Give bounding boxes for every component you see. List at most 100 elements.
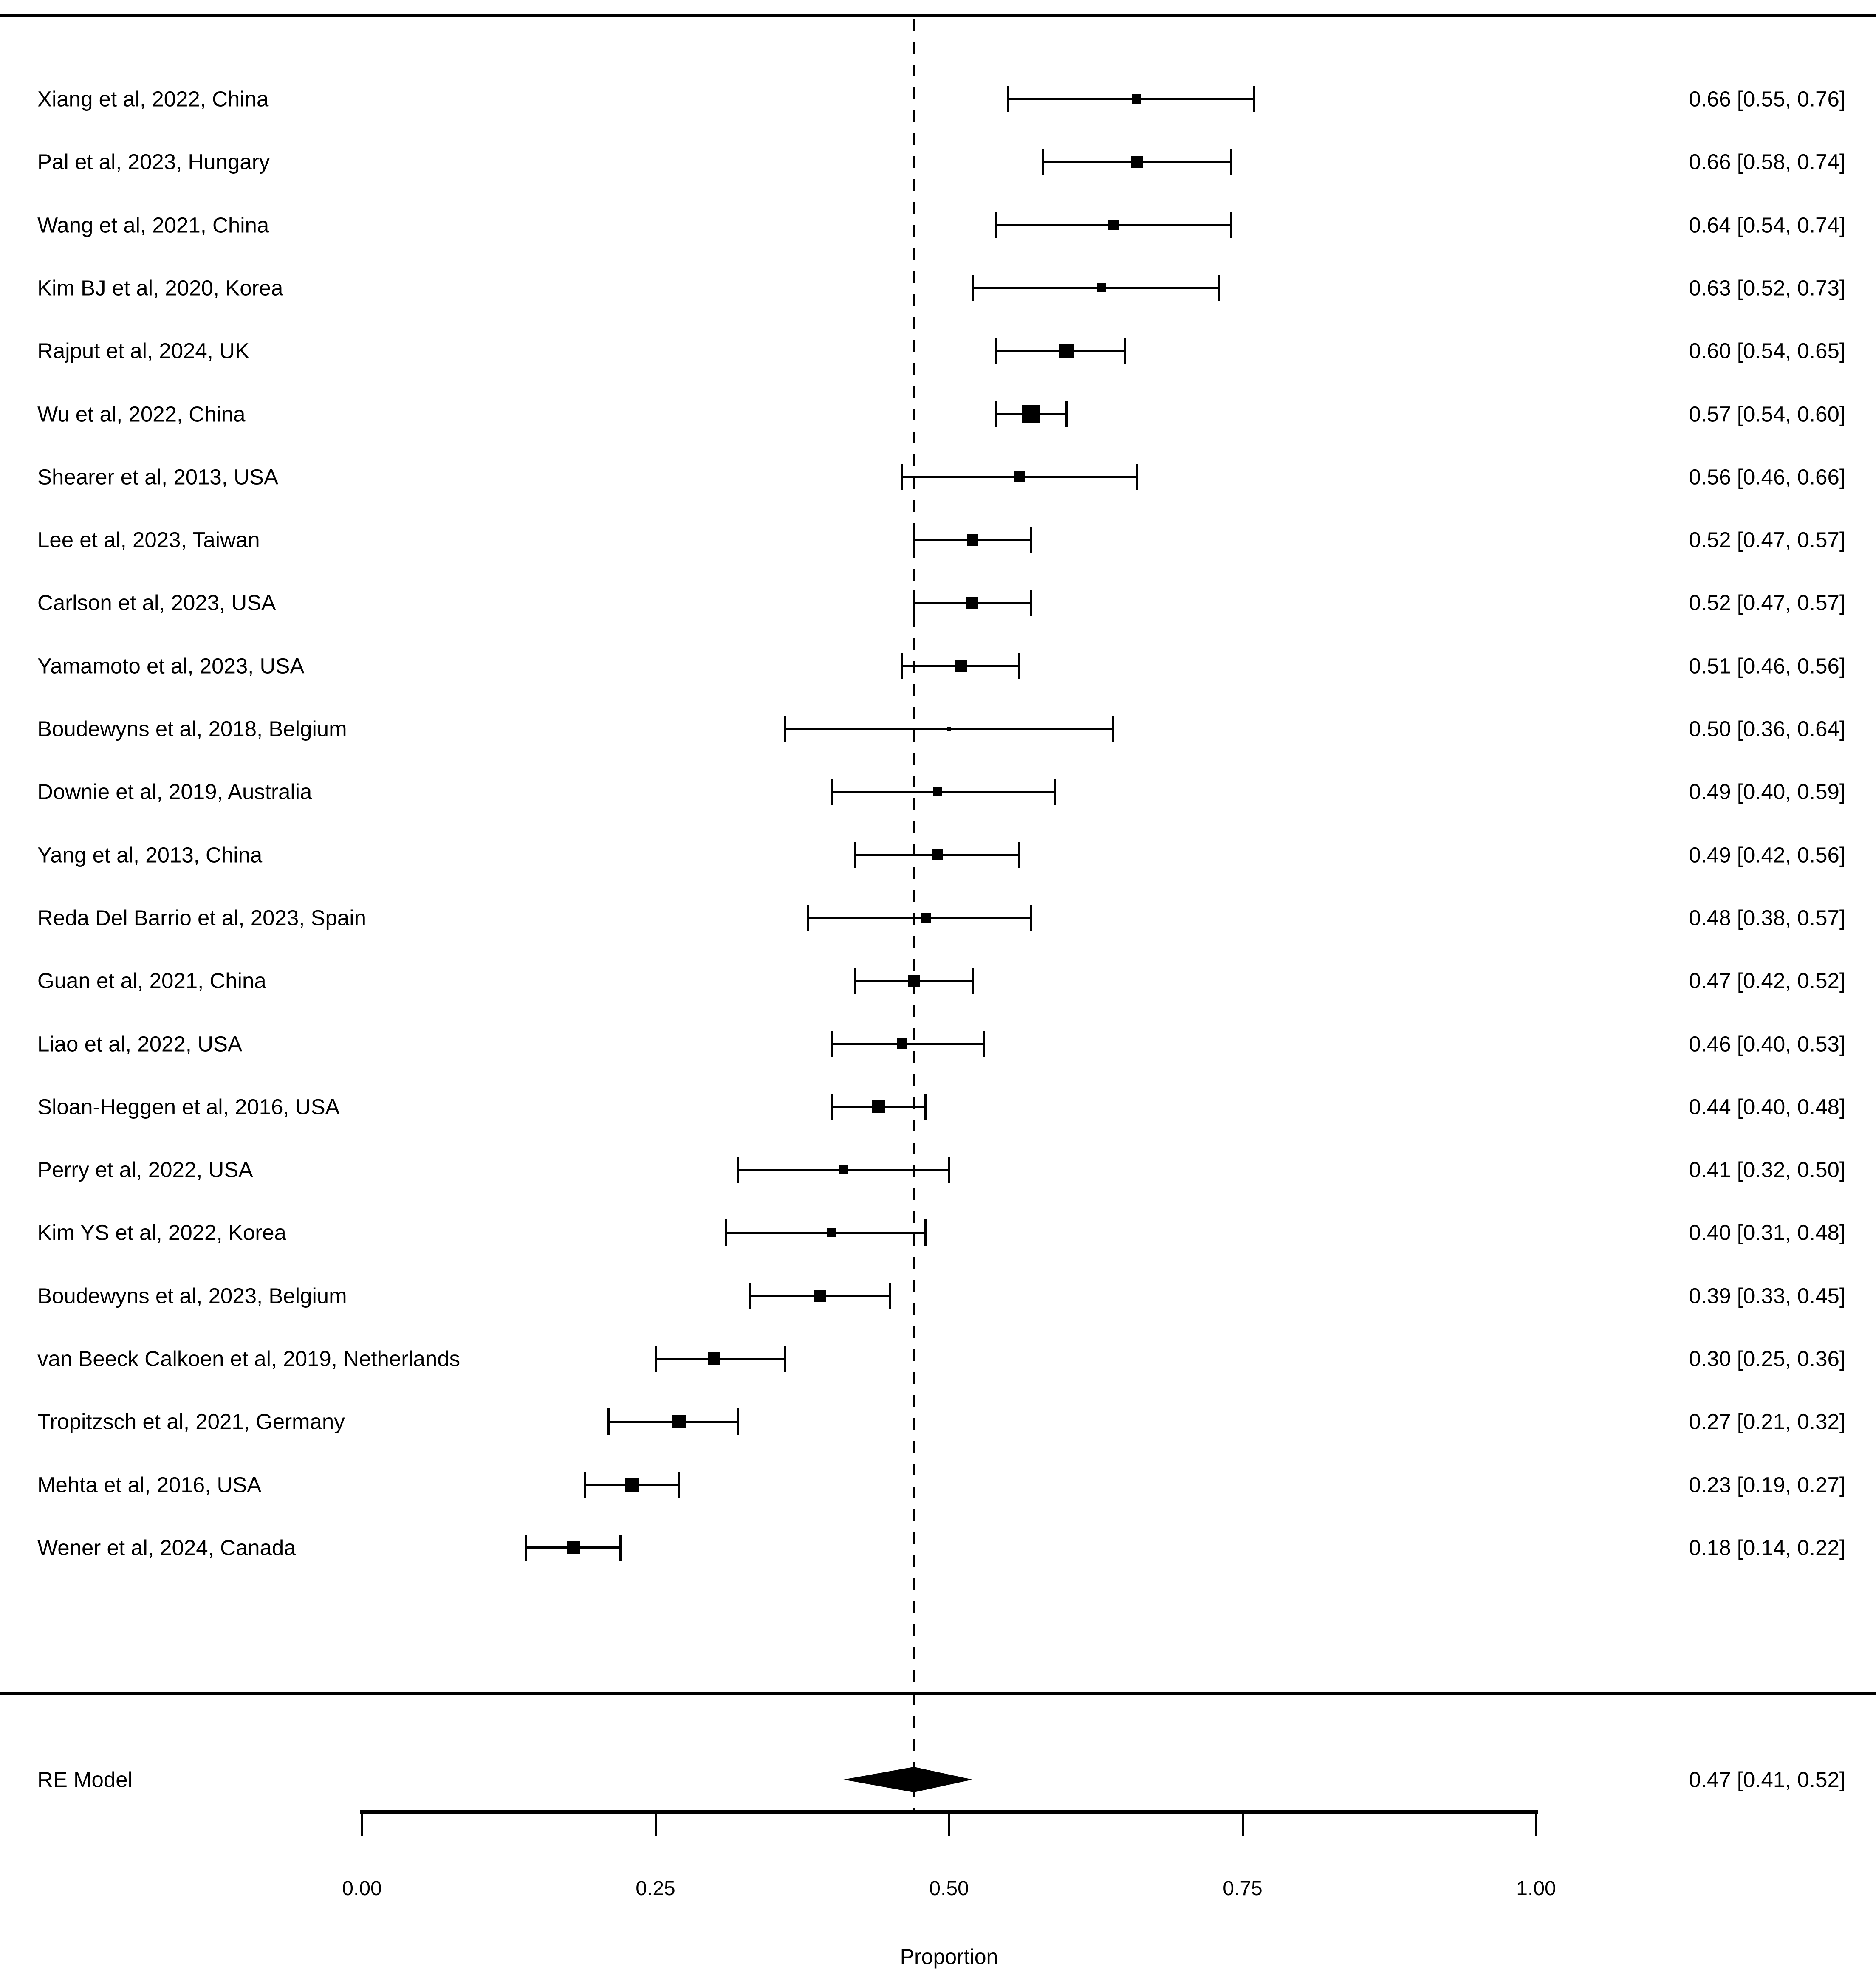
ci-cap-lower bbox=[654, 1346, 657, 1372]
study-value: 0.47 [0.42, 0.52] bbox=[1689, 968, 1845, 993]
x-axis-tick bbox=[1241, 1812, 1244, 1836]
study-label: Wu et al, 2022, China bbox=[37, 402, 246, 426]
top-rule bbox=[0, 14, 1876, 17]
study-value: 0.63 [0.52, 0.73] bbox=[1689, 276, 1845, 300]
ci-cap-lower bbox=[971, 274, 974, 301]
study-value: 0.64 [0.54, 0.74] bbox=[1689, 213, 1845, 237]
study-value: 0.46 [0.40, 0.53] bbox=[1689, 1032, 1845, 1056]
ci-cap-lower bbox=[1042, 149, 1044, 175]
study-value: 0.57 [0.54, 0.60] bbox=[1689, 402, 1845, 426]
point-estimate-square bbox=[896, 1038, 907, 1049]
x-axis-tick-label: 0.00 bbox=[342, 1877, 382, 1900]
study-label: Carlson et al, 2023, USA bbox=[37, 590, 276, 615]
ci-cap-upper bbox=[983, 1030, 986, 1057]
ci-cap-upper bbox=[1054, 779, 1056, 805]
ci-cap-lower bbox=[748, 1282, 751, 1309]
ci-cap-upper bbox=[1030, 527, 1032, 553]
study-value: 0.56 [0.46, 0.66] bbox=[1689, 465, 1845, 489]
point-estimate-square bbox=[566, 1540, 580, 1554]
ci-line bbox=[726, 1231, 926, 1234]
study-label: Pal et al, 2023, Hungary bbox=[37, 150, 270, 174]
study-label: Kim BJ et al, 2020, Korea bbox=[37, 276, 283, 300]
ci-cap-upper bbox=[1229, 149, 1232, 175]
study-label: Boudewyns et al, 2018, Belgium bbox=[37, 717, 347, 741]
point-estimate-square bbox=[1132, 94, 1142, 104]
study-value: 0.49 [0.42, 0.56] bbox=[1689, 843, 1845, 867]
ci-cap-lower bbox=[913, 590, 915, 616]
study-value: 0.44 [0.40, 0.48] bbox=[1689, 1095, 1845, 1119]
study-value: 0.41 [0.32, 0.50] bbox=[1689, 1157, 1845, 1182]
study-label: Kim YS et al, 2022, Korea bbox=[37, 1220, 286, 1245]
study-value: 0.18 [0.14, 0.22] bbox=[1689, 1535, 1845, 1560]
ci-cap-lower bbox=[607, 1408, 610, 1435]
study-label: Yang et al, 2013, China bbox=[37, 843, 263, 867]
study-label: Xiang et al, 2022, China bbox=[37, 87, 269, 111]
ci-cap-upper bbox=[924, 1219, 927, 1246]
ci-cap-upper bbox=[924, 1093, 927, 1120]
study-value: 0.52 [0.47, 0.57] bbox=[1689, 528, 1845, 552]
ci-cap-lower bbox=[831, 779, 833, 805]
ci-cap-lower bbox=[725, 1219, 727, 1246]
ci-cap-upper bbox=[1030, 590, 1032, 616]
ci-line bbox=[1008, 98, 1254, 100]
point-estimate-square bbox=[1014, 471, 1025, 482]
study-label: Boudewyns et al, 2023, Belgium bbox=[37, 1284, 347, 1308]
ci-cap-upper bbox=[1124, 338, 1127, 364]
x-axis-tick bbox=[948, 1812, 950, 1836]
ci-cap-lower bbox=[584, 1471, 586, 1498]
ci-cap-lower bbox=[901, 652, 903, 679]
point-estimate-square bbox=[1097, 283, 1106, 293]
ci-cap-upper bbox=[678, 1471, 680, 1498]
summary-diamond bbox=[843, 1767, 973, 1792]
study-label: van Beeck Calkoen et al, 2019, Netherlan… bbox=[37, 1346, 461, 1371]
ci-cap-lower bbox=[807, 904, 809, 931]
study-label: Reda Del Barrio et al, 2023, Spain bbox=[37, 906, 366, 930]
summary-value: 0.47 [0.41, 0.52] bbox=[1689, 1767, 1845, 1792]
ci-line bbox=[831, 1043, 984, 1045]
reference-dashed-line bbox=[913, 19, 915, 1812]
ci-cap-lower bbox=[995, 401, 997, 427]
point-estimate-square bbox=[625, 1478, 639, 1492]
ci-cap-upper bbox=[1136, 463, 1138, 490]
point-estimate-square bbox=[1108, 220, 1119, 230]
study-value: 0.27 [0.21, 0.32] bbox=[1689, 1409, 1845, 1434]
point-estimate-square bbox=[672, 1415, 686, 1429]
ci-cap-lower bbox=[995, 338, 997, 364]
point-estimate-square bbox=[955, 660, 967, 672]
x-axis-tick-label: 1.00 bbox=[1516, 1877, 1556, 1900]
point-estimate-square bbox=[708, 1352, 721, 1365]
ci-cap-upper bbox=[971, 968, 974, 994]
ci-cap-upper bbox=[619, 1534, 622, 1561]
study-label: Rajput et al, 2024, UK bbox=[37, 339, 249, 363]
study-value: 0.66 [0.55, 0.76] bbox=[1689, 87, 1845, 111]
study-value: 0.51 [0.46, 0.56] bbox=[1689, 654, 1845, 678]
ci-cap-upper bbox=[1112, 716, 1115, 742]
x-axis-tick-label: 0.75 bbox=[1223, 1877, 1263, 1900]
point-estimate-square bbox=[814, 1289, 826, 1302]
point-estimate-square bbox=[839, 1165, 848, 1175]
point-estimate-square bbox=[920, 912, 931, 923]
study-value: 0.23 [0.19, 0.27] bbox=[1689, 1473, 1845, 1497]
ci-cap-lower bbox=[831, 1030, 833, 1057]
ci-cap-upper bbox=[736, 1408, 739, 1435]
study-value: 0.30 [0.25, 0.36] bbox=[1689, 1346, 1845, 1371]
ci-cap-upper bbox=[1018, 652, 1021, 679]
separator-rule bbox=[0, 1692, 1876, 1695]
x-axis-title: Proportion bbox=[900, 1945, 998, 1969]
ci-cap-lower bbox=[913, 527, 915, 553]
ci-cap-lower bbox=[854, 841, 856, 868]
ci-cap-lower bbox=[736, 1157, 739, 1183]
point-estimate-square bbox=[908, 975, 920, 987]
ci-cap-upper bbox=[1018, 841, 1021, 868]
ci-cap-upper bbox=[1065, 401, 1068, 427]
x-axis-tick bbox=[361, 1812, 363, 1836]
ci-cap-lower bbox=[995, 212, 997, 238]
ci-cap-upper bbox=[1030, 904, 1032, 931]
point-estimate-square bbox=[932, 787, 942, 796]
study-label: Tropitzsch et al, 2021, Germany bbox=[37, 1409, 345, 1434]
point-estimate-square bbox=[872, 1100, 885, 1114]
ci-cap-upper bbox=[783, 1346, 786, 1372]
ci-cap-upper bbox=[1229, 212, 1232, 238]
study-label: Wang et al, 2021, China bbox=[37, 213, 269, 237]
study-value: 0.50 [0.36, 0.64] bbox=[1689, 717, 1845, 741]
